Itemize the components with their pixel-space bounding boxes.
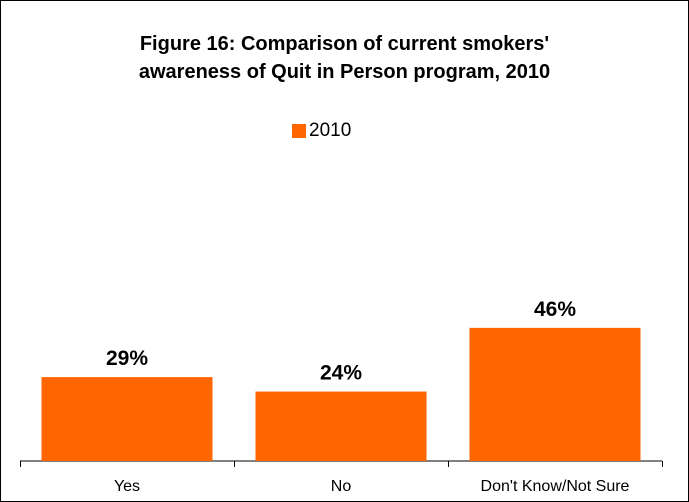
x-tick-label-2: No bbox=[331, 478, 352, 495]
legend-label: 2010 bbox=[309, 120, 352, 141]
bar-3 bbox=[469, 327, 641, 461]
chart-title-line-1: Figure 16: Comparison of current smokers… bbox=[139, 33, 550, 55]
legend-swatch bbox=[292, 124, 306, 138]
bar-2 bbox=[255, 391, 427, 461]
chart-legend: 2010 bbox=[292, 120, 351, 142]
data-label-1: 29% bbox=[106, 347, 148, 370]
data-label-3: 46% bbox=[534, 298, 576, 321]
data-label-2: 24% bbox=[320, 362, 362, 385]
x-tick-label-3: Don't Know/Not Sure bbox=[481, 478, 630, 495]
x-tick-label-1: Yes bbox=[114, 478, 140, 495]
chart-title-line-2: awareness of Quit in Person program, 201… bbox=[138, 61, 551, 83]
bar-1 bbox=[41, 377, 213, 461]
chart-title: Figure 16: Comparison of current smokers… bbox=[0, 30, 689, 86]
